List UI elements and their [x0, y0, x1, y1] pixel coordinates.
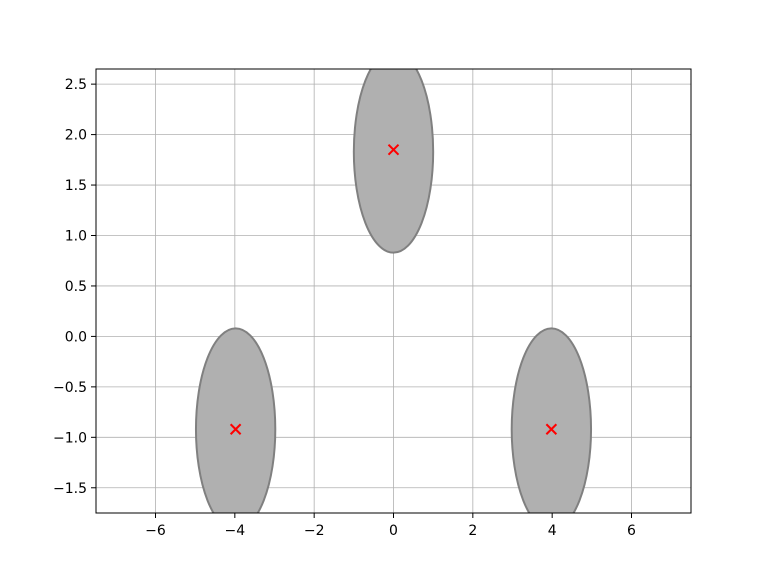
ticks [91, 83, 632, 518]
x-tick-label: −2 [304, 523, 325, 539]
y-tick-label: 2.0 [65, 128, 87, 144]
y-tick-label: 2.5 [65, 77, 87, 93]
x-tick-label: −6 [145, 523, 166, 539]
data-point-marker [229, 423, 242, 435]
y-tick-label: −0.5 [53, 380, 87, 396]
x-tick-label: 2 [468, 523, 477, 539]
confidence-ellipse [510, 327, 593, 513]
y-tick-label: 0.5 [65, 279, 87, 295]
x-tick-label: 4 [548, 523, 557, 539]
x-tick-label: −4 [225, 523, 246, 539]
x-tick-label: 6 [627, 523, 636, 539]
y-tick-label: −1.5 [53, 481, 87, 497]
y-tick-label: 0.0 [65, 329, 87, 345]
confidence-ellipse [194, 327, 277, 513]
data-point-marker [387, 144, 400, 156]
y-tick-label: 1.5 [65, 178, 87, 194]
y-tick-label: 1.0 [65, 229, 87, 245]
x-tick-label: 0 [389, 523, 398, 539]
y-tick-label: −1.0 [53, 430, 87, 446]
ellipses [194, 69, 593, 513]
data-point-marker [545, 423, 558, 435]
confidence-ellipse [352, 69, 435, 254]
tick-labels: −6 −4 −2 0 2 4 6 −1.5 −1.0 −0.5 0.0 0.5 1.0 1.5 2.0 2.5 [53, 77, 636, 539]
data-points [229, 144, 558, 435]
